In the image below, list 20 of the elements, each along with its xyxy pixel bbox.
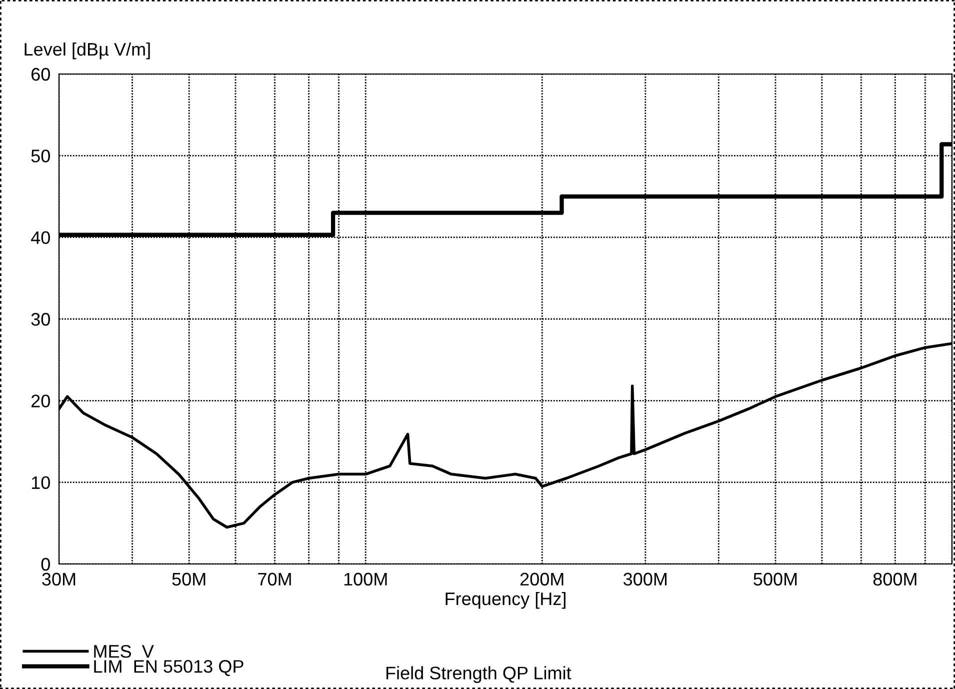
x-tick-label: 30M — [42, 572, 76, 586]
y-tick-label: 50 — [31, 150, 50, 162]
legend-label: LIM EN 55013 QP — [94, 660, 244, 676]
y-axis-title: Level [dBµ V/m] — [24, 42, 150, 60]
x-tick-label: 50M — [172, 572, 206, 586]
y-tick-label: 10 — [32, 476, 50, 490]
y-tick-label: 40 — [31, 231, 50, 244]
y-tick-label: 30 — [31, 312, 50, 326]
x-tick-label: 200M — [520, 572, 564, 586]
x-tick-label: 300M — [623, 572, 666, 586]
x-axis-title: Frequency [Hz] — [446, 592, 566, 609]
y-tick-label: 60 — [32, 68, 50, 81]
text: Field Strength QP Limit — [386, 666, 572, 683]
x-tick-label: 800M — [873, 572, 916, 586]
y-tick-label: 0 — [41, 558, 50, 571]
x-tick-label: 500M — [754, 572, 797, 586]
legend-label: MES V — [94, 644, 154, 658]
y-tick-label: 20 — [31, 394, 50, 408]
x-tick-label: 70M — [258, 572, 291, 586]
x-tick-label: 100M — [344, 572, 387, 586]
